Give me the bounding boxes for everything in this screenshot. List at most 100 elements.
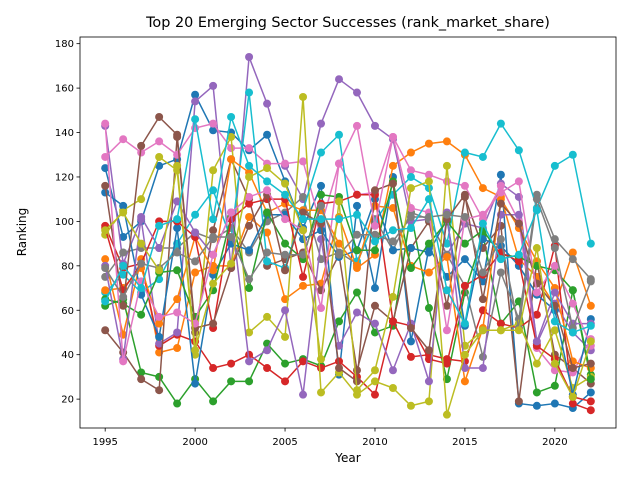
data-point — [406, 212, 415, 221]
data-point — [478, 152, 487, 161]
data-point — [335, 317, 344, 326]
data-point — [352, 377, 361, 386]
data-point — [263, 177, 272, 186]
axes: 1995 2000 2005 2010 2015 20202040608010012014… — [55, 36, 617, 448]
data-point — [532, 337, 541, 346]
data-point — [281, 159, 290, 168]
data-point — [424, 239, 433, 248]
data-point — [263, 208, 272, 217]
data-point — [317, 190, 326, 199]
data-point — [586, 321, 595, 330]
data-point — [137, 310, 146, 319]
data-point — [478, 184, 487, 193]
data-point — [370, 390, 379, 399]
data-point — [101, 119, 110, 128]
data-point — [352, 230, 361, 239]
y-tick-label: 160 — [55, 84, 74, 95]
data-point — [442, 177, 451, 186]
series-line — [104, 116, 592, 383]
data-point — [568, 248, 577, 257]
data-point — [388, 384, 397, 393]
series-line — [104, 123, 592, 363]
data-point — [586, 388, 595, 397]
data-point — [245, 377, 254, 386]
data-point — [532, 195, 541, 204]
y-tick-label: 80 — [61, 261, 74, 272]
data-point — [442, 239, 451, 248]
data-point — [281, 215, 290, 224]
data-point — [119, 261, 128, 270]
data-point — [478, 352, 487, 361]
data-point — [442, 210, 451, 219]
data-point — [281, 332, 290, 341]
data-point — [586, 359, 595, 368]
data-point — [335, 197, 344, 206]
data-point — [424, 304, 433, 313]
y-tick-label: 120 — [55, 172, 74, 183]
data-point — [209, 397, 218, 406]
data-point — [227, 377, 236, 386]
data-point — [335, 239, 344, 248]
data-point — [245, 161, 254, 170]
data-point — [155, 161, 164, 170]
data-point — [514, 257, 523, 266]
data-point — [299, 215, 308, 224]
data-point — [155, 332, 164, 341]
data-point — [299, 272, 308, 281]
data-point — [568, 150, 577, 159]
data-point — [352, 88, 361, 97]
data-point — [227, 155, 236, 164]
series-line — [104, 165, 592, 416]
data-point — [155, 112, 164, 121]
data-point — [299, 226, 308, 235]
x-tick-label: 2020 — [542, 437, 567, 448]
data-point — [299, 208, 308, 217]
data-point — [317, 119, 326, 128]
data-point — [299, 281, 308, 290]
data-point — [550, 288, 559, 297]
data-point — [370, 319, 379, 328]
x-tick-label: 2010 — [362, 437, 387, 448]
data-point — [101, 297, 110, 306]
data-point — [101, 255, 110, 264]
data-point — [442, 301, 451, 310]
data-point — [227, 132, 236, 141]
data-point — [137, 239, 146, 248]
data-point — [299, 390, 308, 399]
data-point — [209, 319, 218, 328]
data-point — [460, 350, 469, 359]
data-point — [173, 344, 182, 353]
data-point — [245, 192, 254, 201]
data-point — [424, 139, 433, 148]
x-tick-label: 2005 — [272, 437, 297, 448]
data-point — [245, 350, 254, 359]
data-point — [352, 308, 361, 317]
data-point — [191, 379, 200, 388]
data-point — [173, 130, 182, 139]
data-point — [406, 172, 415, 181]
data-point — [550, 244, 559, 253]
x-tick-label: 2000 — [182, 437, 207, 448]
data-point — [478, 219, 487, 228]
data-point — [388, 366, 397, 375]
data-point — [263, 99, 272, 108]
data-point — [245, 199, 254, 208]
data-point — [245, 221, 254, 230]
data-point — [335, 357, 344, 366]
data-point — [496, 119, 505, 128]
data-point — [245, 275, 254, 284]
data-point — [442, 410, 451, 419]
data-point — [496, 326, 505, 335]
data-point — [119, 135, 128, 144]
data-point — [388, 292, 397, 301]
data-point — [191, 268, 200, 277]
data-point — [352, 386, 361, 395]
data-point — [281, 250, 290, 259]
data-point — [370, 121, 379, 130]
data-point — [370, 237, 379, 246]
y-tick-label: 20 — [61, 395, 74, 406]
data-point — [281, 190, 290, 199]
data-point — [299, 192, 308, 201]
